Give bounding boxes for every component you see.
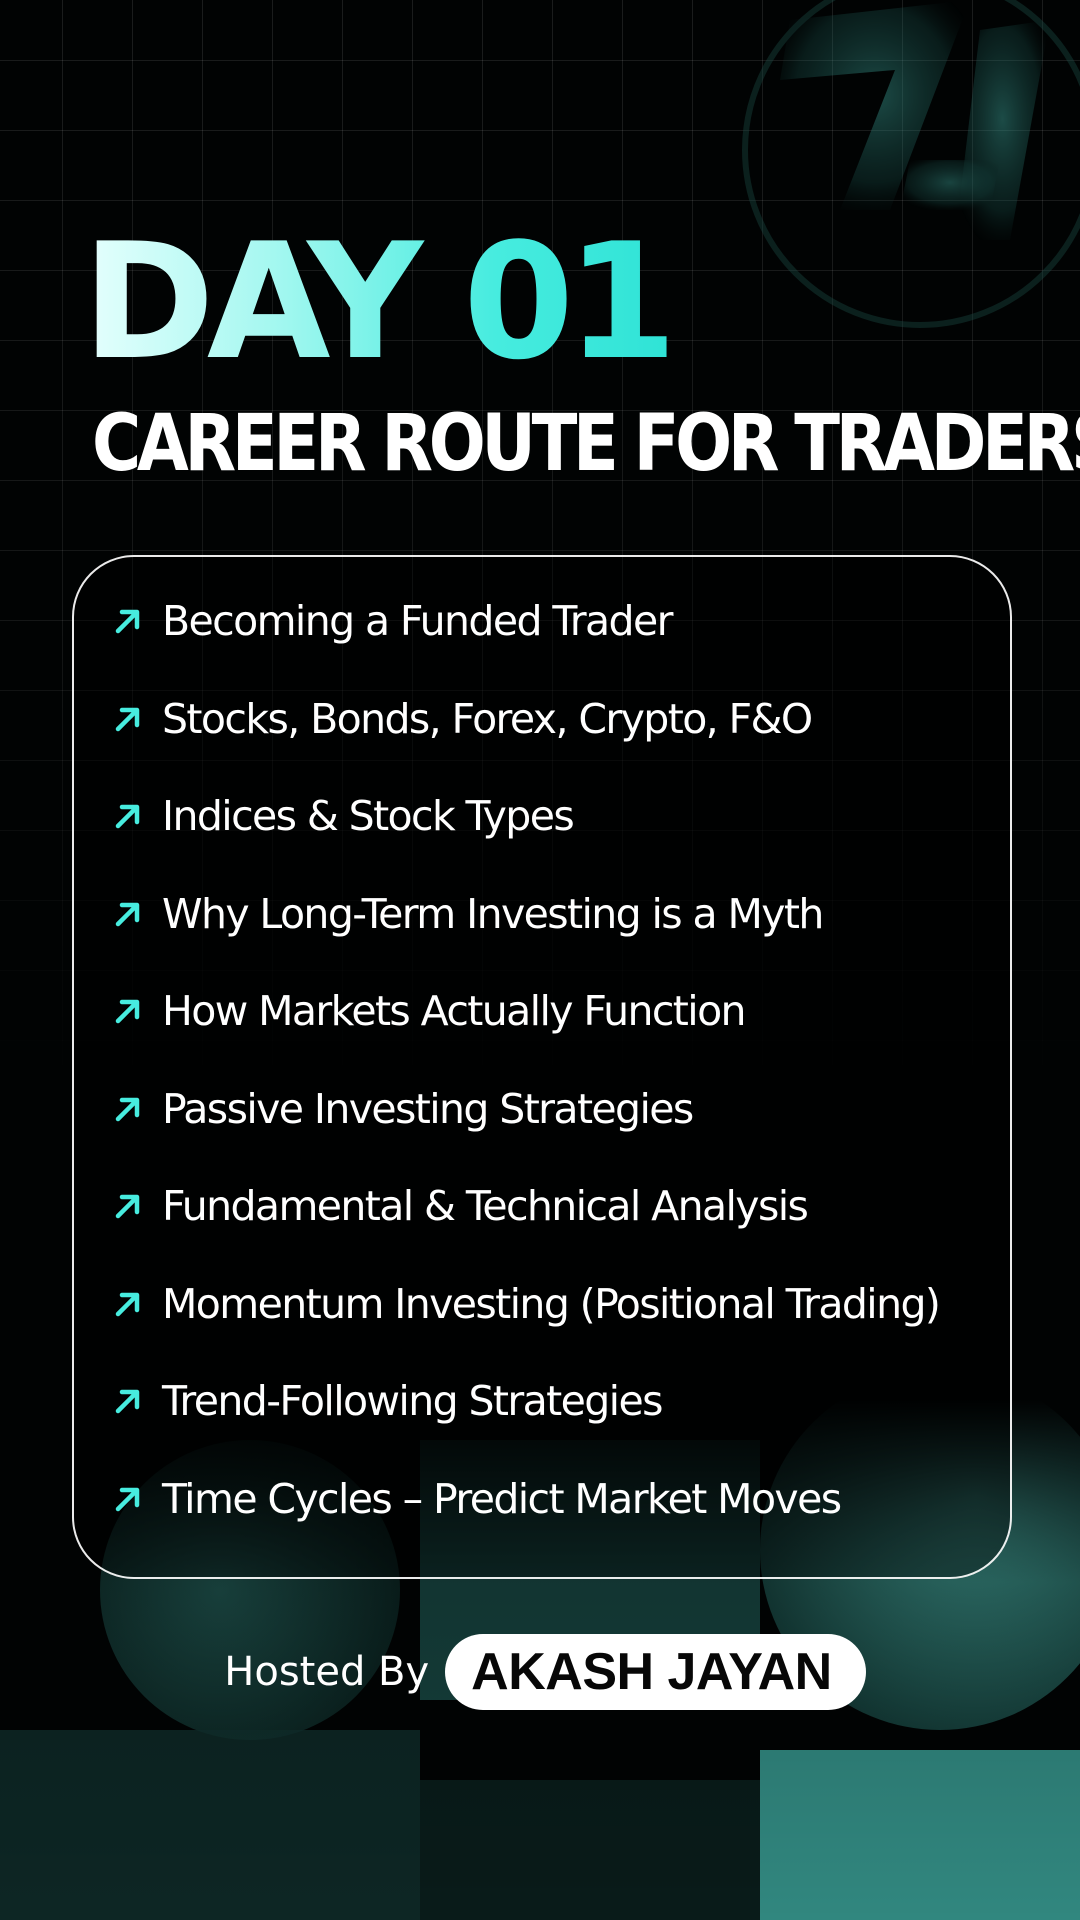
- topic-label: Indices & Stock Types: [162, 791, 575, 840]
- background-shapes: [0, 1400, 1080, 1920]
- arrow-up-right-icon: [115, 707, 140, 732]
- arrow-up-right-icon: [115, 1292, 140, 1317]
- page-subtitle: CAREER ROUTE FOR TRADERS: [92, 399, 1080, 489]
- topic-label: Fundamental & Technical Analysis: [162, 1181, 809, 1230]
- topic-item: Trend-Following Strategies: [110, 1371, 663, 1431]
- topic-label: Stocks, Bonds, Forex, Crypto, F&O: [162, 694, 813, 743]
- topic-item: Stocks, Bonds, Forex, Crypto, F&O: [110, 689, 813, 749]
- topic-label: Becoming a Funded Trader: [162, 596, 673, 645]
- hosted-by-label: Hosted By: [224, 1649, 430, 1695]
- day-title: DAY 01: [82, 208, 678, 395]
- arrow-up-right-icon: [115, 1487, 140, 1512]
- topic-item: Momentum Investing (Positional Trading): [110, 1274, 941, 1334]
- topic-label: Trend-Following Strategies: [162, 1376, 663, 1425]
- topic-item: Becoming a Funded Trader: [110, 591, 673, 651]
- brand-logo-watermark: [742, 0, 1080, 328]
- topic-label: Passive Investing Strategies: [162, 1084, 694, 1133]
- arrow-up-right-icon: [115, 902, 140, 927]
- topic-label: How Markets Actually Function: [162, 986, 747, 1035]
- topic-item: Passive Investing Strategies: [110, 1079, 694, 1139]
- host-section: Hosted By AKASH JAYAN: [0, 1634, 1080, 1710]
- arrow-up-right-icon: [115, 804, 140, 829]
- topic-item: Fundamental & Technical Analysis: [110, 1176, 809, 1236]
- arrow-up-right-icon: [115, 1389, 140, 1414]
- arrow-up-right-icon: [115, 609, 140, 634]
- host-name: AKASH JAYAN: [471, 1643, 832, 1701]
- host-name-pill: AKASH JAYAN: [445, 1634, 866, 1710]
- arrow-up-right-icon: [115, 1194, 140, 1219]
- topic-item: How Markets Actually Function: [110, 981, 747, 1041]
- topics-card: Becoming a Funded Trader Stocks, Bonds, …: [72, 555, 1012, 1579]
- topic-item: Indices & Stock Types: [110, 786, 575, 846]
- topic-label: Time Cycles – Predict Market Moves: [162, 1474, 842, 1523]
- arrow-up-right-icon: [115, 999, 140, 1024]
- topic-item: Time Cycles – Predict Market Moves: [110, 1469, 842, 1529]
- topic-label: Momentum Investing (Positional Trading): [162, 1279, 941, 1328]
- topic-label: Why Long-Term Investing is a Myth: [162, 889, 824, 938]
- arrow-up-right-icon: [115, 1097, 140, 1122]
- topic-item: Why Long-Term Investing is a Myth: [110, 884, 824, 944]
